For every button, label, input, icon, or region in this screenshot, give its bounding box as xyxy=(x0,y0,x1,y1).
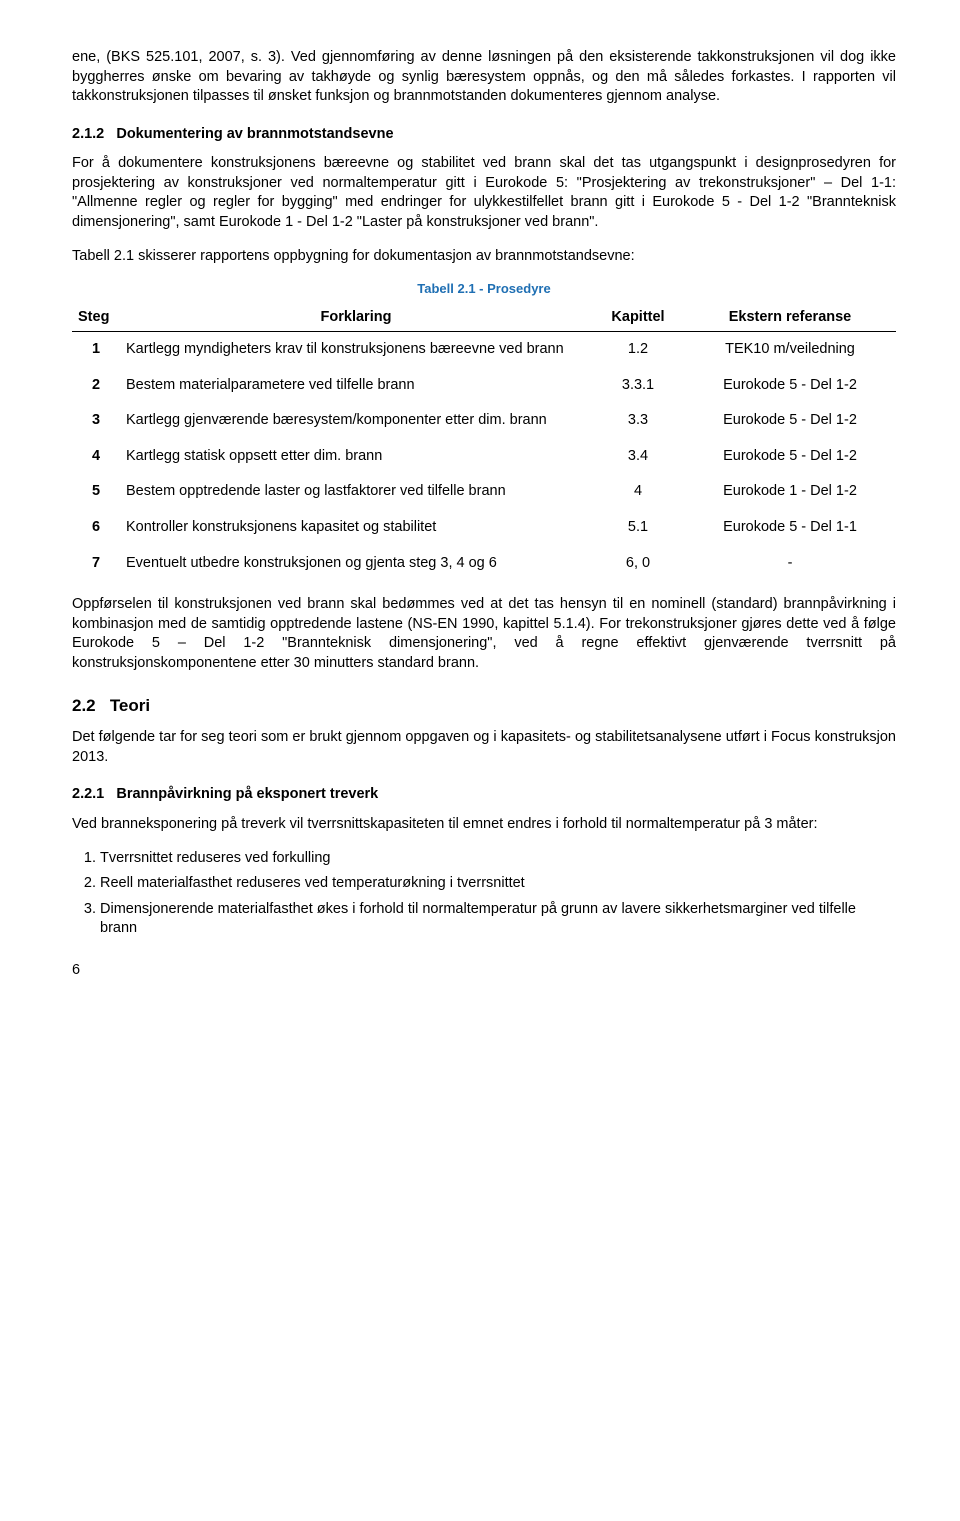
th-ref: Ekstern referanse xyxy=(684,304,896,332)
cell-step: 1 xyxy=(72,332,120,368)
cell-kapittel: 3.3 xyxy=(592,403,684,439)
cell-ref: Eurokode 5 - Del 1-2 xyxy=(684,403,896,439)
sec22-paragraph: Det følgende tar for seg teori som er br… xyxy=(72,728,896,767)
cell-kapittel: 3.3.1 xyxy=(592,368,684,404)
cell-step: 6 xyxy=(72,510,120,546)
th-forklaring: Forklaring xyxy=(120,304,592,332)
list-item: Reell materialfasthet reduseres ved temp… xyxy=(100,874,896,894)
list-item: Dimensjonerende materialfasthet økes i f… xyxy=(100,900,896,939)
table-row: 4 Kartlegg statisk oppsett etter dim. br… xyxy=(72,439,896,475)
cell-ref: Eurokode 1 - Del 1-2 xyxy=(684,474,896,510)
cell-forklaring: Kontroller konstruksjonens kapasitet og … xyxy=(120,510,592,546)
cell-kapittel: 6, 0 xyxy=(592,546,684,582)
heading-2-1-2: 2.1.2 Dokumentering av brannmotstandsevn… xyxy=(72,125,896,145)
sec212-p2: Tabell 2.1 skisserer rapportens oppbygni… xyxy=(72,247,896,267)
cell-ref: TEK10 m/veiledning xyxy=(684,332,896,368)
heading-num: 2.1.2 xyxy=(72,126,104,142)
cell-kapittel: 1.2 xyxy=(592,332,684,368)
numbered-list: Tverrsnittet reduseres ved forkulling Re… xyxy=(100,849,896,939)
cell-kapittel: 4 xyxy=(592,474,684,510)
heading-num: 2.2 xyxy=(72,696,96,715)
after-table-paragraph: Oppførselen til konstruksjonen ved brann… xyxy=(72,595,896,673)
table-row: 1 Kartlegg myndigheters krav til konstru… xyxy=(72,332,896,368)
cell-step: 5 xyxy=(72,474,120,510)
table-row: 2 Bestem materialparametere ved tilfelle… xyxy=(72,368,896,404)
cell-step: 2 xyxy=(72,368,120,404)
heading-title: Teori xyxy=(110,696,150,715)
cell-step: 4 xyxy=(72,439,120,475)
table-row: 7 Eventuelt utbedre konstruksjonen og gj… xyxy=(72,546,896,582)
cell-ref: Eurokode 5 - Del 1-2 xyxy=(684,439,896,475)
cell-kapittel: 5.1 xyxy=(592,510,684,546)
th-steg: Steg xyxy=(72,304,120,332)
heading-2-2-1: 2.2.1 Brannpåvirkning på eksponert treve… xyxy=(72,785,896,805)
heading-num: 2.2.1 xyxy=(72,786,104,802)
cell-forklaring: Kartlegg myndigheters krav til konstruks… xyxy=(120,332,592,368)
cell-kapittel: 3.4 xyxy=(592,439,684,475)
cell-forklaring: Bestem materialparametere ved tilfelle b… xyxy=(120,368,592,404)
table-row: 3 Kartlegg gjenværende bæresystem/kompon… xyxy=(72,403,896,439)
cell-forklaring: Kartlegg statisk oppsett etter dim. bran… xyxy=(120,439,592,475)
cell-ref: Eurokode 5 - Del 1-1 xyxy=(684,510,896,546)
cell-forklaring: Eventuelt utbedre konstruksjonen og gjen… xyxy=(120,546,592,582)
heading-title: Dokumentering av brannmotstandsevne xyxy=(116,126,393,142)
cell-forklaring: Bestem opptredende laster og lastfaktore… xyxy=(120,474,592,510)
list-item: Tverrsnittet reduseres ved forkulling xyxy=(100,849,896,869)
cell-ref: Eurokode 5 - Del 1-2 xyxy=(684,368,896,404)
heading-2-2: 2.2 Teori xyxy=(72,695,896,718)
sec212-p1: For å dokumentere konstruksjonens bæreev… xyxy=(72,154,896,232)
intro-paragraph: ene, (BKS 525.101, 2007, s. 3). Ved gjen… xyxy=(72,48,896,107)
cell-forklaring: Kartlegg gjenværende bæresystem/komponen… xyxy=(120,403,592,439)
th-kapittel: Kapittel xyxy=(592,304,684,332)
page-number: 6 xyxy=(72,961,896,981)
cell-step: 3 xyxy=(72,403,120,439)
sec221-paragraph: Ved branneksponering på treverk vil tver… xyxy=(72,815,896,835)
cell-step: 7 xyxy=(72,546,120,582)
cell-ref: - xyxy=(684,546,896,582)
table-row: 5 Bestem opptredende laster og lastfakto… xyxy=(72,474,896,510)
procedure-table: Steg Forklaring Kapittel Ekstern referan… xyxy=(72,304,896,582)
table-row: 6 Kontroller konstruksjonens kapasitet o… xyxy=(72,510,896,546)
heading-title: Brannpåvirkning på eksponert treverk xyxy=(116,786,378,802)
table-caption: Tabell 2.1 - Prosedyre xyxy=(72,280,896,298)
table-header-row: Steg Forklaring Kapittel Ekstern referan… xyxy=(72,304,896,332)
